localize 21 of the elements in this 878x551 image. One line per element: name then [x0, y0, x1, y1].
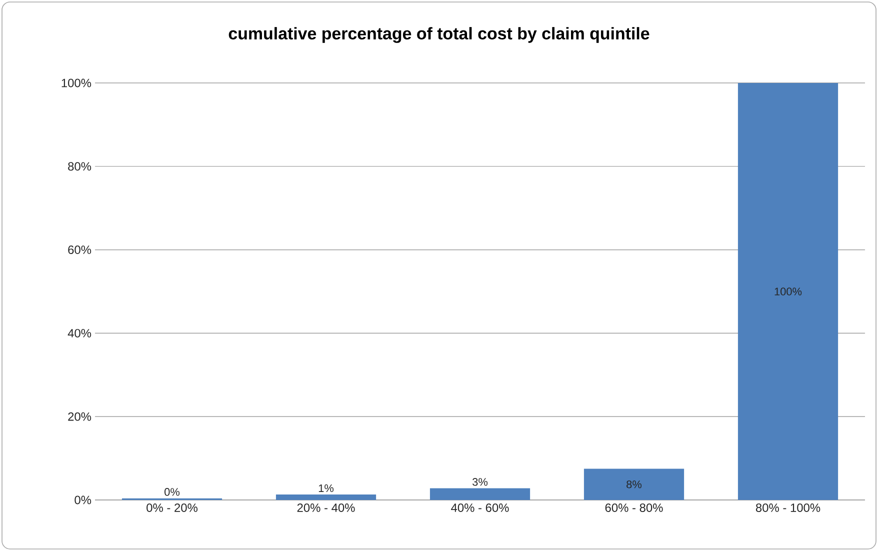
- x-tick-label: 80% - 100%: [756, 504, 820, 512]
- y-tick-label: 40%: [68, 328, 92, 338]
- y-tick-label: 100%: [62, 78, 92, 88]
- data-label: 100%: [774, 288, 802, 296]
- data-label: 8%: [626, 480, 642, 488]
- bar: [276, 494, 376, 500]
- bar: [584, 468, 684, 500]
- data-label: 0%: [164, 488, 180, 496]
- y-tick-label: 0%: [74, 496, 92, 504]
- data-label: 3%: [472, 478, 488, 486]
- data-label: 1%: [318, 484, 334, 492]
- x-tick-label: 60% - 80%: [605, 504, 663, 512]
- y-tick-label: 80%: [68, 162, 92, 171]
- bar: [738, 82, 838, 500]
- x-tick-label: 40% - 60%: [451, 504, 509, 512]
- chart-title: cumulative percentage of total cost by claim quintile: [228, 27, 650, 43]
- x-tick-label: 0% - 20%: [146, 504, 198, 512]
- x-tick-label: 20% - 40%: [297, 504, 355, 512]
- y-tick-label: 60%: [68, 246, 92, 254]
- bar: [430, 488, 530, 500]
- y-tick-label: 20%: [68, 412, 92, 421]
